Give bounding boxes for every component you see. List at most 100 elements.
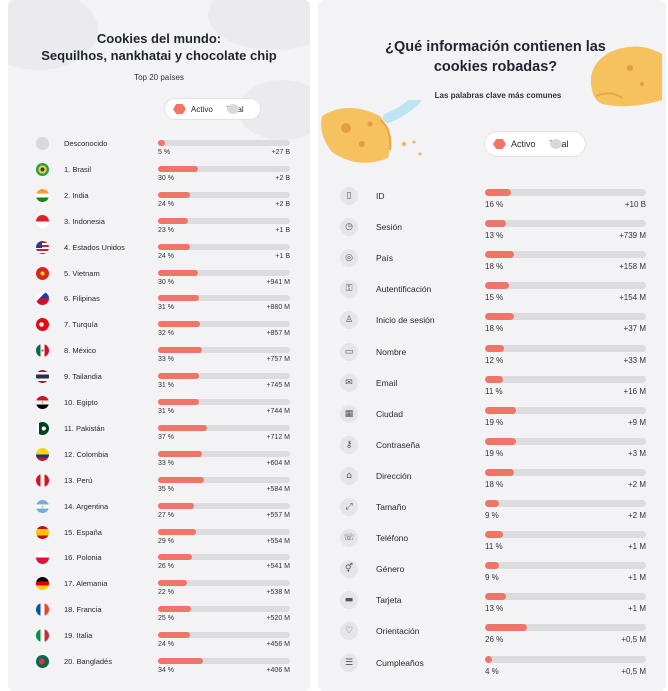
- bar-active: [158, 606, 191, 613]
- mail-icon: ✉: [340, 373, 358, 392]
- total-label: +2 B: [275, 200, 290, 208]
- category-label: ID: [376, 191, 385, 201]
- bar-active: [485, 220, 506, 228]
- category-label: Dirección: [376, 470, 412, 481]
- bar-active: [158, 269, 198, 276]
- total-label: +604 M: [266, 459, 290, 467]
- chart-row: ⤢ Tamaño 9 % +2 M: [318, 498, 666, 528]
- chart-row: ⚷ Contraseña 19 % +3 M: [318, 435, 666, 466]
- total-label: +744 M: [266, 408, 290, 415]
- bar-active: [485, 313, 514, 321]
- bar-total: [158, 580, 290, 587]
- category-label: 3. Indonesia: [64, 216, 105, 226]
- total-label: +739 M: [619, 231, 646, 241]
- legend-item-active: Activo: [493, 139, 536, 149]
- total-label: +1 B: [275, 226, 290, 234]
- legend-swatch-active: [173, 104, 186, 114]
- active-pct-label: 15 %: [485, 293, 504, 303]
- clock-icon: ◷: [340, 218, 358, 237]
- category-label: 16. Polonia: [64, 553, 102, 563]
- mexico-flag-icon: [36, 344, 49, 358]
- active-pct-label: 11 %: [485, 542, 503, 552]
- total-label: +3 M: [627, 448, 646, 458]
- total-label: +2 M: [627, 511, 646, 520]
- active-pct-label: 4 %: [485, 666, 499, 676]
- bar-active: [485, 282, 510, 290]
- active-pct-label: 9 %: [485, 511, 499, 520]
- bar-total: [485, 593, 646, 601]
- active-pct-label: 24 %: [158, 252, 174, 260]
- legend: Activo Total: [484, 131, 586, 157]
- bar-active: [158, 191, 190, 198]
- total-label: +745 M: [266, 382, 290, 390]
- active-pct-label: 16 %: [485, 200, 504, 209]
- total-label: +456 M: [266, 641, 290, 649]
- active-pct-label: 19 %: [485, 448, 504, 458]
- chart-row: ✉ Email 11 % +16 M: [318, 373, 666, 404]
- phone-icon: ☏: [340, 529, 358, 548]
- total-label: +541 M: [266, 563, 290, 571]
- bar-active: [485, 344, 505, 352]
- bar-total: [158, 347, 290, 354]
- legend-label-active: Activo: [191, 104, 213, 114]
- total-label: +154 M: [619, 293, 646, 303]
- thailand-flag-icon: [36, 370, 49, 384]
- total-label: +406 M: [266, 667, 290, 674]
- active-pct-label: 33 %: [158, 459, 174, 467]
- bar-total: [485, 500, 646, 507]
- active-pct-label: 27 %: [158, 511, 174, 519]
- total-label: +2 M: [627, 479, 646, 489]
- chart-row: ◷ Sesión 13 % +739 M: [318, 218, 666, 248]
- total-label: +2 B: [275, 174, 290, 182]
- bar-active: [485, 437, 516, 445]
- legend-item-active: Activo: [173, 104, 213, 114]
- total-label: +857 M: [266, 330, 290, 338]
- active-pct-label: 25 %: [158, 615, 174, 623]
- active-pct-label: 30 %: [158, 174, 174, 182]
- chart-row: ♡ Orientación 26 % +0,5 M: [318, 622, 666, 652]
- chart-title: ¿Qué información contienen las cookies r…: [378, 37, 613, 77]
- active-pct-label: 32 %: [158, 330, 174, 338]
- bar-total: [158, 476, 290, 483]
- spain-flag-icon: [36, 525, 49, 539]
- legend: Activo Total: [164, 98, 261, 120]
- category-label: Sesión: [376, 222, 402, 233]
- category-label: 4. Estados Unidos: [64, 242, 125, 252]
- poland-flag-icon: [36, 551, 49, 565]
- bar-total: [485, 562, 646, 570]
- bar-total: [158, 632, 290, 639]
- bar-total: [485, 220, 646, 228]
- bar-total: [158, 606, 290, 613]
- bar-active: [158, 217, 189, 224]
- bar-active: [485, 624, 527, 632]
- legend-item-total: Total: [549, 139, 569, 149]
- active-pct-label: 12 %: [485, 355, 504, 365]
- user-icon: ♙: [340, 311, 358, 330]
- bar-total: [158, 528, 290, 535]
- category-label: 1. Brasil: [64, 164, 92, 174]
- active-pct-label: 24 %: [158, 200, 174, 208]
- active-pct-label: 37 %: [158, 433, 174, 441]
- total-label: +10 B: [624, 200, 646, 209]
- bar-active: [485, 375, 503, 383]
- active-pct-label: 9 %: [485, 573, 499, 583]
- bar-active: [158, 373, 199, 380]
- category-label: 5. Vietnam: [64, 268, 100, 278]
- bar-active: [485, 562, 500, 570]
- category-label: Email: [376, 377, 398, 388]
- total-label: +9 M: [627, 417, 646, 427]
- total-label: +880 M: [266, 304, 290, 312]
- category-label: Inicio de sesión: [376, 315, 435, 326]
- vietnam-flag-icon: [36, 266, 49, 280]
- italy-flag-icon: [36, 629, 49, 643]
- category-label: Contraseña: [376, 439, 420, 450]
- total-label: +554 M: [266, 537, 290, 545]
- bar-active: [158, 580, 188, 587]
- total-label: +158 M: [619, 262, 646, 272]
- keywords-panel: ¿Qué información contienen las cookies r…: [318, 0, 666, 691]
- active-pct-label: 24 %: [158, 641, 174, 649]
- active-pct-label: 5 %: [158, 149, 171, 156]
- chart-title-line1: Cookies del mundo:: [96, 31, 222, 46]
- bar-total: [485, 375, 646, 383]
- bar-active: [158, 528, 197, 535]
